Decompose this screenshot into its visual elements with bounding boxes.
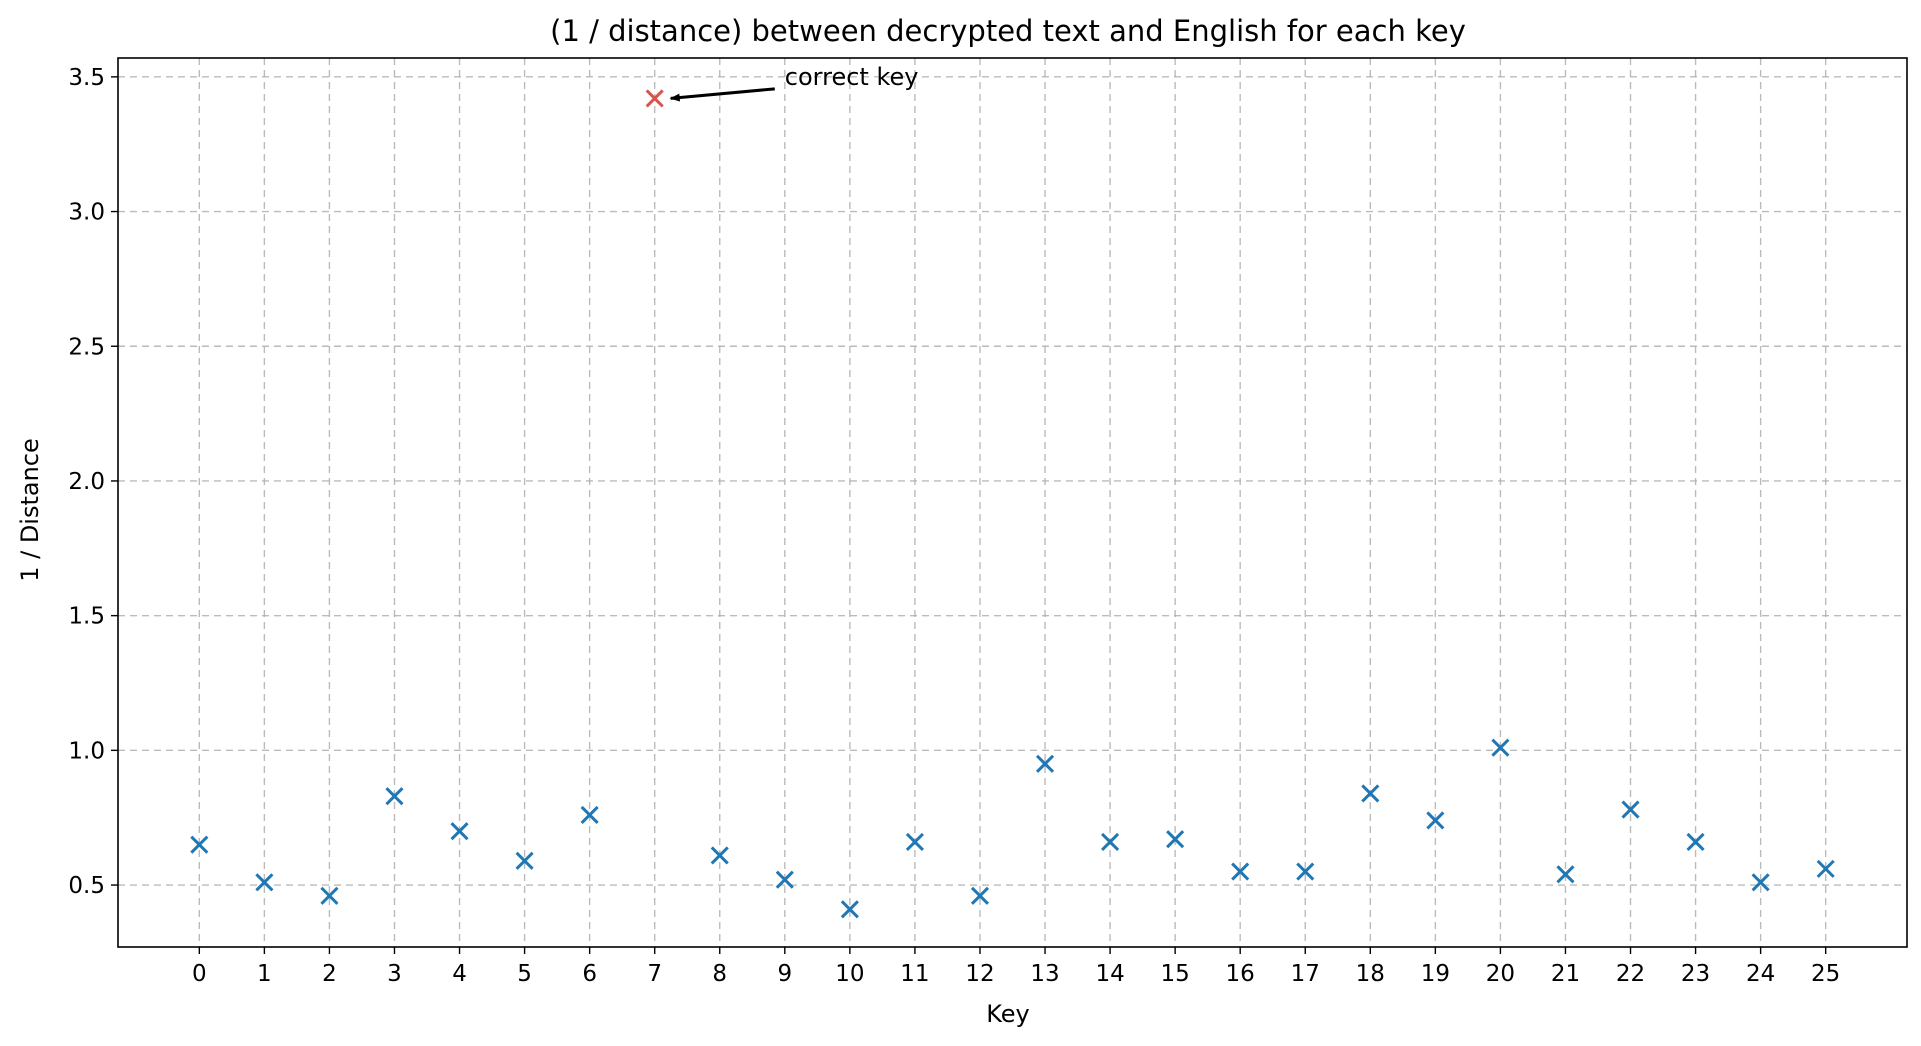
x-tick-label: 14: [1095, 961, 1124, 987]
data-point: [1751, 873, 1770, 892]
x-tick-label: 7: [647, 961, 662, 987]
x-tick-label: 8: [712, 961, 727, 987]
data-point: [190, 835, 209, 854]
x-tick-label: 5: [517, 961, 532, 987]
x-tick-label: 22: [1616, 961, 1645, 987]
x-tick-label: 25: [1811, 961, 1840, 987]
x-axis-label: Key: [986, 1000, 1030, 1028]
x-tick-label: 4: [452, 961, 467, 987]
chart-title: (1 / distance) between decrypted text an…: [550, 14, 1466, 48]
x-tick-label: 13: [1030, 961, 1059, 987]
data-points: [190, 89, 1835, 919]
data-point: [1621, 800, 1640, 819]
x-tick-label: 20: [1486, 961, 1515, 987]
plot-frame: [117, 57, 1908, 948]
y-tick-label: 2.5: [68, 334, 105, 360]
x-tick-label: 1: [257, 961, 272, 987]
annotation: correct key: [669, 63, 919, 102]
data-point-highlight: [645, 89, 664, 108]
data-point: [385, 787, 404, 806]
data-point: [1491, 738, 1510, 757]
data-point: [1361, 784, 1380, 803]
y-tick-label: 3.5: [68, 65, 105, 91]
x-tick-label: 9: [777, 961, 792, 987]
data-point: [970, 886, 990, 905]
x-axis-ticks: 0 1 2 3 4 5 6 7 8 9 10 11 12 13 14 15 16 17 18 19 20 21 22 23 24…: [192, 947, 1840, 987]
annotation-label: correct key: [785, 63, 919, 91]
data-point: [1166, 830, 1185, 849]
y-axis-label: 1 / Distance: [16, 438, 44, 582]
x-tick-label: 16: [1226, 961, 1255, 987]
data-point: [320, 886, 339, 905]
x-tick-label: 6: [582, 961, 597, 987]
x-tick-label: 3: [387, 961, 402, 987]
x-tick-label: 23: [1681, 961, 1710, 987]
data-point: [1035, 754, 1055, 773]
y-tick-label: 3.0: [68, 200, 105, 226]
x-tick-label: 18: [1356, 961, 1385, 987]
data-point: [840, 900, 859, 919]
data-point: [1101, 832, 1120, 851]
data-point: [1231, 862, 1250, 881]
data-point: [1296, 862, 1315, 881]
x-tick-label: 11: [900, 961, 929, 987]
data-point: [1426, 811, 1445, 830]
y-tick-label: 1.0: [68, 738, 105, 764]
x-tick-label: 21: [1551, 961, 1580, 987]
data-point: [1686, 832, 1705, 851]
data-point: [905, 832, 924, 851]
annotation-arrow: [669, 87, 775, 102]
data-point: [515, 851, 534, 870]
data-point: [255, 873, 274, 892]
x-tick-label: 19: [1421, 961, 1450, 987]
x-tick-label: 0: [192, 961, 207, 987]
y-tick-label: 1.5: [68, 604, 105, 630]
y-tick-label: 2.0: [68, 469, 105, 495]
data-point: [1816, 859, 1835, 878]
x-tick-label: 15: [1160, 961, 1189, 987]
data-point: [775, 870, 794, 889]
x-tick-label: 17: [1291, 961, 1320, 987]
x-tick-label: 24: [1746, 961, 1775, 987]
data-point: [450, 822, 469, 841]
y-tick-label: 0.5: [68, 873, 105, 899]
grid: [118, 58, 1907, 947]
x-tick-label: 12: [965, 961, 994, 987]
data-point: [580, 805, 599, 825]
y-axis-ticks: 0.5 1.0 1.5 2.0 2.5 3.0 3.5: [68, 65, 118, 899]
x-tick-label: 10: [835, 961, 864, 987]
data-point: [710, 846, 729, 865]
x-tick-label: 2: [322, 961, 337, 987]
data-point: [1556, 865, 1575, 884]
